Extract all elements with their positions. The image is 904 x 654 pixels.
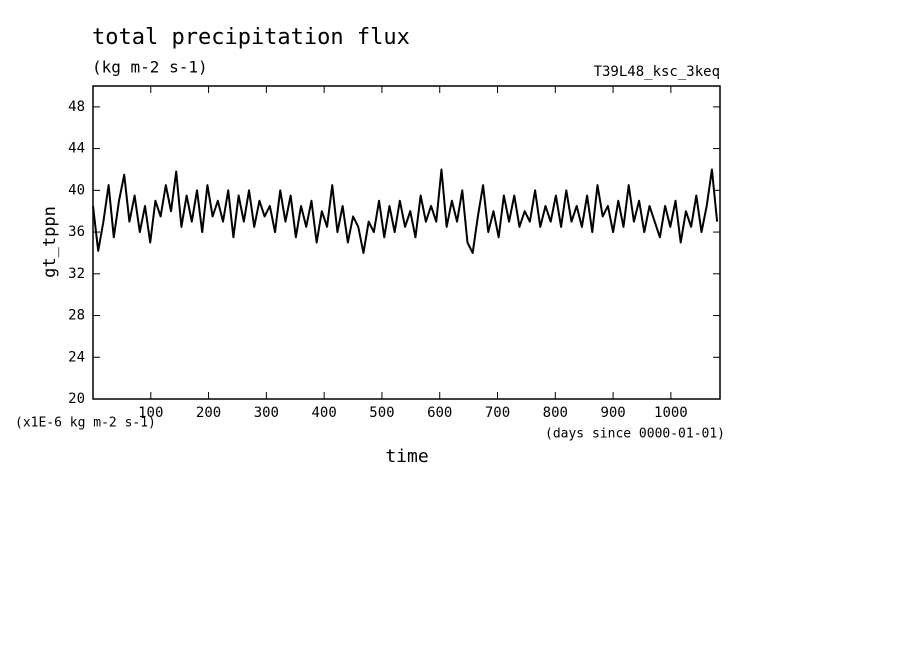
chart-title: total precipitation flux	[92, 25, 410, 50]
x-tick-label: 700	[485, 405, 510, 421]
x-tick-label: 900	[600, 405, 625, 421]
y-tick-label: 44	[68, 141, 85, 157]
y-unit-note: (x1E-6 kg m-2 s-1)	[15, 416, 156, 431]
y-tick-label: 48	[68, 99, 85, 115]
x-tick-label: 400	[312, 405, 337, 421]
x-tick-label: 800	[543, 405, 568, 421]
y-tick-label: 28	[68, 308, 85, 324]
y-tick-label: 32	[68, 266, 85, 282]
x-tick-label: 100	[138, 405, 163, 421]
y-tick-label: 20	[68, 391, 85, 407]
x-axis-label: time	[385, 446, 428, 467]
x-tick-label: 1000	[654, 405, 688, 421]
x-tick-label: 200	[196, 405, 221, 421]
x-unit-note: (days since 0000-01-01)	[545, 427, 725, 442]
x-tick-label: 300	[254, 405, 279, 421]
x-tick-label: 500	[369, 405, 394, 421]
y-tick-label: 36	[68, 224, 85, 240]
plot-frame	[92, 85, 721, 400]
chart-subtitle: (kg m-2 s-1)	[92, 58, 208, 77]
y-tick-label: 24	[68, 349, 85, 365]
x-tick-label: 600	[427, 405, 452, 421]
y-axis-label: gt_tppn	[40, 206, 60, 278]
data-line	[92, 168, 719, 254]
run-label: T39L48_ksc_3keq	[594, 64, 720, 80]
y-tick-label: 40	[68, 182, 85, 198]
